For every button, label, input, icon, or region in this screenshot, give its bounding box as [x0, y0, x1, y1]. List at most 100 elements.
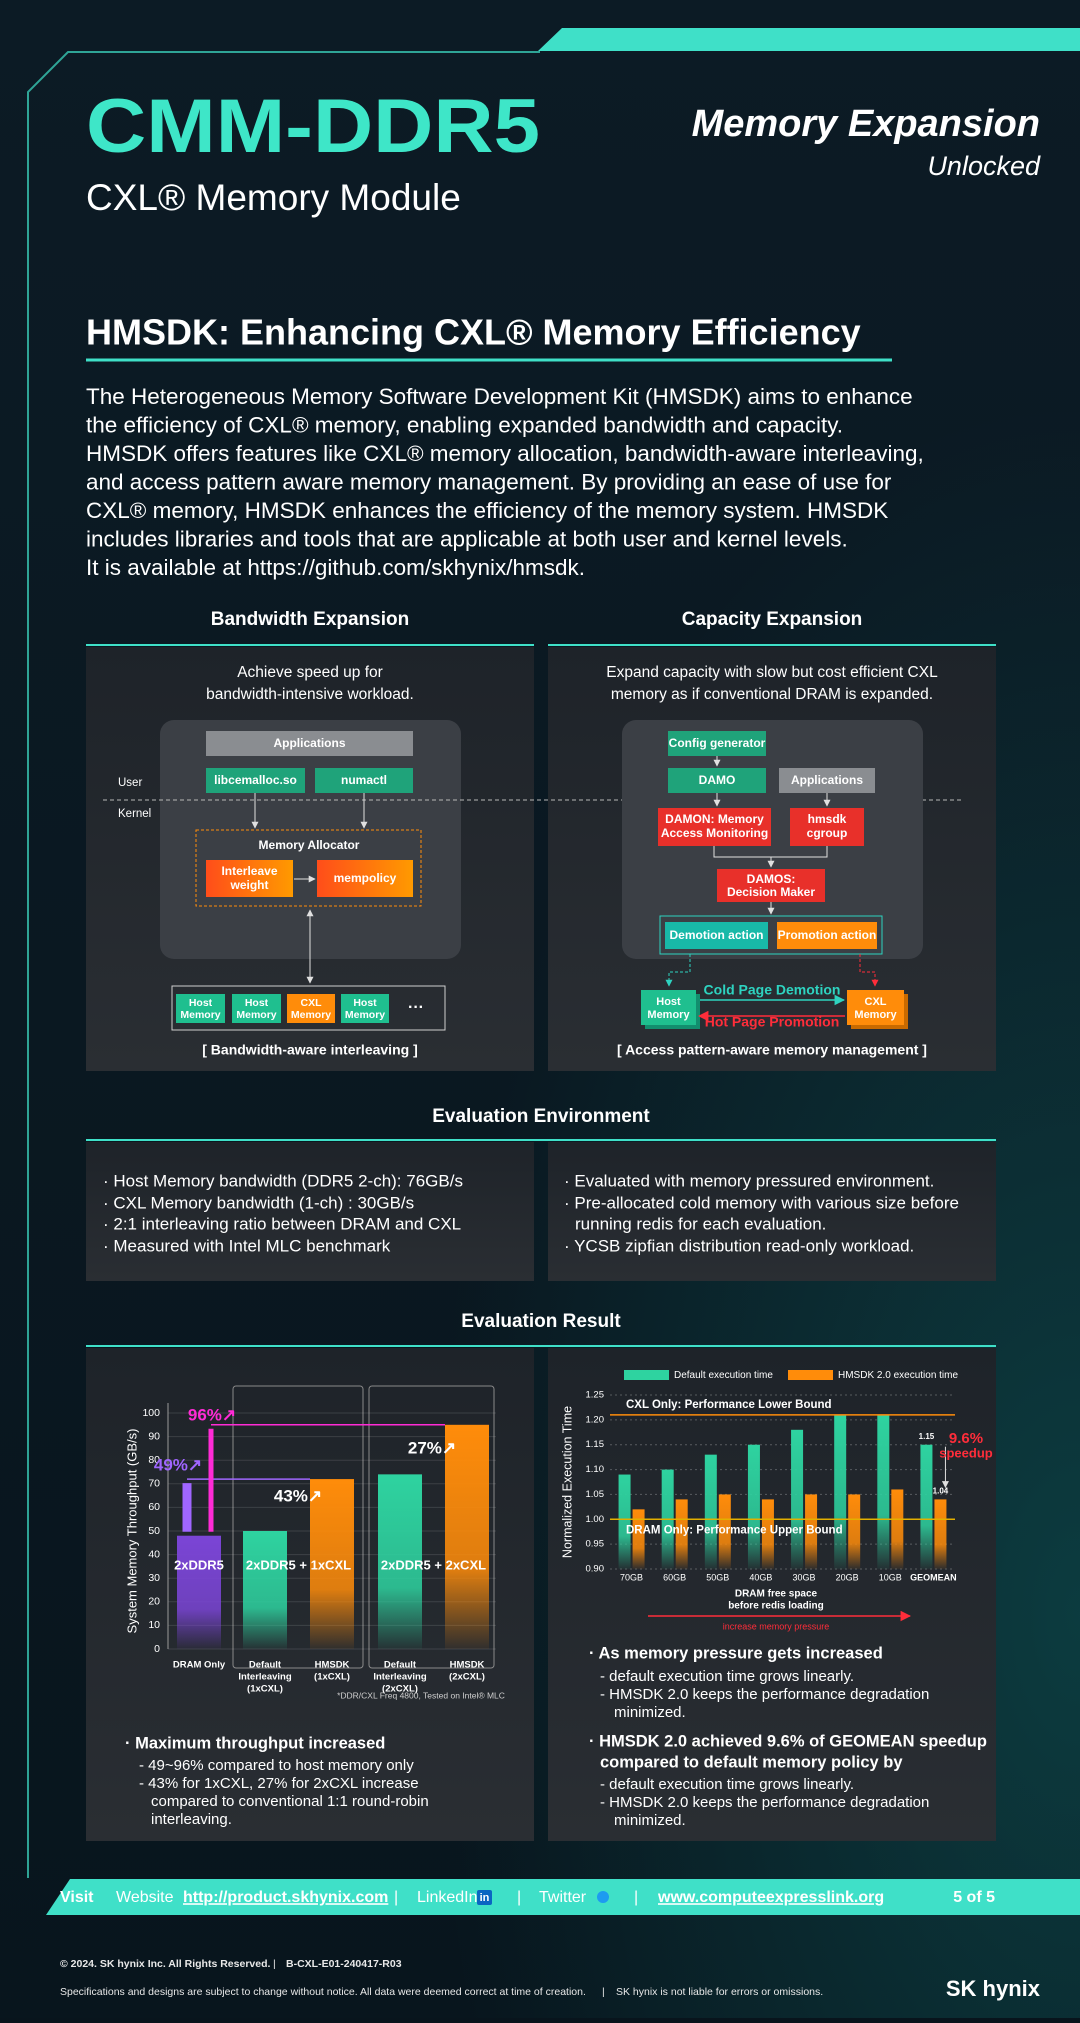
direction-label: increase memory pressure: [723, 1621, 830, 1631]
annotation: 43%↗: [274, 1486, 322, 1505]
node: [315, 768, 413, 793]
node-label: DAMOS:: [747, 872, 796, 886]
bar: [675, 1499, 688, 1569]
x-axis-label: DRAM free space: [735, 1589, 818, 1600]
note: minimized.: [614, 1704, 686, 1721]
layer-label: User: [118, 777, 142, 789]
node: [206, 860, 293, 897]
memory-row: [171, 985, 446, 1031]
y-tick-label: 1.25: [586, 1390, 605, 1401]
y-tick-label: 1.20: [586, 1414, 605, 1425]
x-tick-label: 50GB: [706, 1572, 729, 1582]
env-item: · Evaluated with memory pressured enviro…: [564, 1171, 934, 1190]
top-band: [538, 28, 1080, 51]
node: [206, 768, 305, 793]
y-tick-label: 0.90: [586, 1564, 605, 1575]
note: · Maximum throughput increased: [125, 1734, 385, 1752]
x-tick-label: (2xCXL): [449, 1672, 485, 1683]
env-item: running redis for each evaluation.: [575, 1214, 826, 1233]
note: - 49~96% compared to host memory only: [139, 1757, 414, 1774]
note: compared to conventional 1:1 round-robin: [151, 1793, 429, 1810]
x-tick-label: DRAM Only: [173, 1660, 226, 1671]
node-label: cgroup: [807, 826, 848, 840]
node: [665, 922, 768, 949]
flow-label: Hot Page Promotion: [705, 1014, 840, 1030]
bar: [761, 1499, 774, 1569]
link[interactable]: http://product.skhynix.com: [183, 1889, 388, 1906]
separator: |: [602, 1986, 605, 1998]
description: bandwidth-intensive workload.: [206, 686, 414, 703]
y-tick-label: 40: [148, 1548, 160, 1560]
bar: [848, 1494, 861, 1569]
y-tick-label: 1.10: [586, 1464, 605, 1475]
node-label: Memory: [647, 1009, 690, 1021]
x-tick-label: (2xCXL): [382, 1684, 418, 1695]
section-title: HMSDK: Enhancing CXL® Memory Efficiency: [86, 312, 861, 353]
note: - default execution time grows linearly.: [600, 1776, 854, 1793]
y-tick-label: 100: [142, 1407, 160, 1419]
paragraph-line: It is available at https://github.com/sk…: [86, 555, 585, 580]
x-tick-label: (1xCXL): [247, 1684, 283, 1695]
node: [779, 768, 875, 793]
note: - default execution time grows linearly.: [600, 1668, 854, 1685]
node: [206, 731, 413, 756]
paragraph-line: The Heterogeneous Memory Software Develo…: [86, 384, 913, 409]
copyright: © 2024. SK hynix Inc. All Rights Reserve…: [60, 1958, 271, 1970]
node: [658, 808, 771, 846]
node: [341, 994, 389, 1023]
linkedin-icon: [477, 1890, 492, 1905]
node-label: libcemalloc.so: [214, 773, 297, 787]
link[interactable]: LinkedIn: [417, 1889, 478, 1906]
bar: [704, 1454, 717, 1569]
footer-label: Visit: [60, 1889, 94, 1906]
node-label: Demotion action: [669, 928, 763, 942]
separator: |: [517, 1889, 521, 1906]
node-label: Host: [245, 997, 269, 1009]
note: - HMSDK 2.0 keeps the performance degrad…: [600, 1794, 929, 1811]
arrow: [665, 954, 691, 987]
description: Achieve speed up for: [237, 664, 383, 681]
subtitle: CXL® Memory Module: [86, 177, 461, 218]
group-frame: [659, 915, 883, 955]
bar: [834, 1414, 847, 1569]
paragraph-line: HMSDK offers features like CXL® memory a…: [86, 441, 924, 466]
reference-label: DRAM Only: Performance Upper Bound: [626, 1524, 843, 1536]
node-label: CXL: [301, 997, 323, 1009]
note: - HMSDK 2.0 keeps the performance degrad…: [600, 1686, 929, 1703]
x-tick-label: 70GB: [620, 1572, 643, 1582]
x-tick-label: HMSDK: [450, 1660, 485, 1671]
env-item: · Host Memory bandwidth (DDR5 2-ch): 76G…: [103, 1171, 463, 1190]
env-item: · YCSB zipfian distribution read-only wo…: [564, 1236, 914, 1255]
y-tick-label: 90: [148, 1430, 160, 1442]
flow-label: Cold Page Demotion: [704, 982, 841, 998]
node-label: Memory: [345, 1009, 385, 1021]
node-label: hmsdk: [808, 812, 847, 826]
bar-label: 2xDDR5 + 2xCXL: [381, 1557, 486, 1572]
node-label: Host: [656, 996, 681, 1008]
bar: [243, 1531, 287, 1649]
y-tick-label: 80: [148, 1454, 160, 1466]
group-frame: [195, 829, 422, 907]
ellipsis: ···: [408, 999, 424, 1016]
note: compared to default memory policy by: [600, 1753, 903, 1771]
env-item: · Pre-allocated cold memory with various…: [564, 1193, 959, 1212]
x-tick-label: Default: [249, 1660, 282, 1671]
description: Expand capacity with slow but cost effic…: [606, 664, 938, 681]
value-label: 1.15: [919, 1432, 935, 1441]
x-tick-label: HMSDK: [315, 1660, 350, 1671]
frame-line: [27, 51, 540, 1878]
link[interactable]: Twitter: [539, 1889, 587, 1906]
node-label: Host: [353, 997, 377, 1009]
section-heading: Evaluation Result: [461, 1311, 621, 1332]
node-label: Memory: [291, 1009, 331, 1021]
env-item: · Measured with Intel MLC benchmark: [103, 1236, 391, 1255]
annotation: 27%↗: [408, 1438, 456, 1457]
caption: [ Bandwidth-aware interleaving ]: [202, 1042, 417, 1058]
link[interactable]: www.computeexpresslink.org: [657, 1889, 884, 1906]
node-label: DAMO: [699, 773, 736, 787]
x-tick-label: 20GB: [836, 1572, 859, 1582]
bar: [877, 1414, 890, 1569]
node-label: mempolicy: [334, 871, 397, 885]
node-label: Memory: [180, 1009, 220, 1021]
